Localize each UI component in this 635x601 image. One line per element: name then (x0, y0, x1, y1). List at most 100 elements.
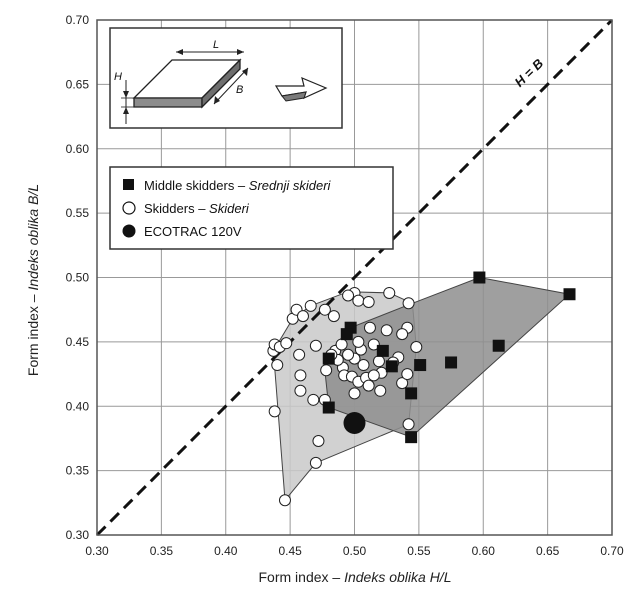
legend-item-middle-skidders: Middle skidders – Srednji skideri (144, 178, 332, 193)
skidder-point (402, 418, 415, 431)
skidder-point (383, 286, 396, 299)
b-arrow-top (242, 68, 248, 76)
middle-skidder-point (405, 431, 418, 444)
diagonal-line-group (95, 18, 614, 537)
legend-italic-1: Skideri (209, 201, 250, 216)
skidder-point (372, 355, 385, 368)
legend-marker-open-circle (122, 201, 136, 215)
ecotrac-point (343, 411, 366, 434)
skidder-point (362, 295, 375, 308)
middle-skidder-point (445, 356, 458, 369)
skidder-point (312, 435, 325, 448)
legend-frame (109, 166, 394, 250)
x-tick-label: 0.60 (472, 544, 496, 558)
l-arrow-left (176, 49, 183, 55)
skidder-point (352, 335, 365, 348)
legend-item-skidders: Skidders – Skideri (144, 201, 250, 216)
skidder-point (348, 387, 361, 400)
inset-label-l: L (213, 39, 219, 51)
skidder-point (280, 337, 293, 350)
y-axis-title-prefix: Form index – (25, 291, 41, 377)
legend-marker-square (123, 179, 134, 190)
skidder-point (362, 379, 375, 392)
y-tick-label: 0.45 (66, 335, 90, 349)
y-tick-label: 0.55 (66, 206, 90, 220)
y-tick-label: 0.60 (66, 142, 90, 156)
middle-skidder-point (492, 339, 505, 352)
y-tick-label: 0.65 (66, 77, 90, 91)
x-tick-label: 0.40 (214, 544, 238, 558)
legend-text-1: Skidders – (144, 201, 209, 216)
x-axis-title-italic: Indeks oblika H/L (344, 569, 451, 585)
skidder-point (327, 310, 340, 323)
skidder-point (342, 348, 355, 361)
skidder-point (268, 405, 281, 418)
skidder-point (271, 359, 284, 372)
skidder-point (367, 369, 380, 382)
y-axis-title: Form index – Indeks oblika B/L (25, 184, 41, 376)
skidder-point (294, 369, 307, 382)
x-tick-label: 0.35 (150, 544, 174, 558)
middle-skidder-point (414, 359, 427, 372)
plot-frame (96, 19, 613, 536)
skidder-point (374, 384, 387, 397)
skidder-point (367, 338, 380, 351)
x-tick-label: 0.30 (85, 544, 109, 558)
inset-label-h: H (114, 71, 122, 83)
tick-labels: 0.30 0.35 0.40 0.45 0.50 0.55 0.60 0.65 0.70 0.30… (66, 13, 624, 558)
skidder-point (278, 494, 291, 507)
skidder-point (304, 299, 317, 312)
legend-marker-filled-circle (122, 224, 136, 238)
skidder-point (309, 456, 322, 469)
skidder-point (293, 348, 306, 361)
b-dimension-line (213, 67, 249, 105)
board-front (133, 97, 203, 108)
skidder-point (352, 294, 365, 307)
y-tick-label: 0.70 (66, 13, 90, 27)
inset-label-b: B (236, 84, 243, 96)
legend-text-0: Middle skidders – (144, 178, 249, 193)
data-points (267, 271, 576, 507)
inset-diagram: L B H (109, 27, 343, 129)
x-tick-label: 0.70 (600, 544, 624, 558)
skidder-point (307, 393, 320, 406)
diagonal-line (95, 18, 614, 537)
h-arrow-bottom (123, 107, 129, 114)
l-arrow-right (237, 49, 244, 55)
skidder-point (410, 341, 423, 354)
direction-arrow-shadow (281, 91, 307, 102)
skidder-point (309, 339, 322, 352)
skidder-point (318, 303, 331, 316)
y-tick-label: 0.40 (66, 399, 90, 413)
middle-skidder-point (322, 352, 335, 365)
y-tick-label: 0.50 (66, 271, 90, 285)
skidder-point (402, 297, 415, 310)
y-tick-label: 0.30 (66, 528, 90, 542)
x-tick-label: 0.45 (278, 544, 302, 558)
skidder-point (320, 364, 333, 377)
skidder-point (294, 384, 307, 397)
skidder-point (342, 289, 355, 302)
middle-skidder-point (376, 344, 389, 357)
middle-skidder-point (385, 360, 398, 373)
legend-item-ecotrac: ECOTRAC 120V (144, 224, 242, 239)
skidder-point (363, 321, 376, 334)
legend-italic-0: Srednji skideri (249, 178, 332, 193)
legend: Middle skidders – Srednji skideri Skidde… (109, 166, 394, 250)
skidder-point (380, 324, 393, 337)
skidder-point (357, 359, 370, 372)
middle-skidder-point (322, 401, 335, 414)
y-tick-label: 0.35 (66, 464, 90, 478)
skidder-point (396, 328, 409, 341)
middle-skidder-point (563, 288, 576, 301)
middle-skidder-point (405, 387, 418, 400)
skidder-point (297, 310, 309, 323)
skidder-point (335, 338, 348, 351)
x-tick-label: 0.55 (407, 544, 431, 558)
middle-skidder-point (340, 328, 353, 341)
b-arrow-bottom (214, 96, 220, 104)
middle-skidder-point (473, 271, 486, 284)
x-tick-label: 0.50 (343, 544, 367, 558)
skidder-point (401, 368, 414, 381)
